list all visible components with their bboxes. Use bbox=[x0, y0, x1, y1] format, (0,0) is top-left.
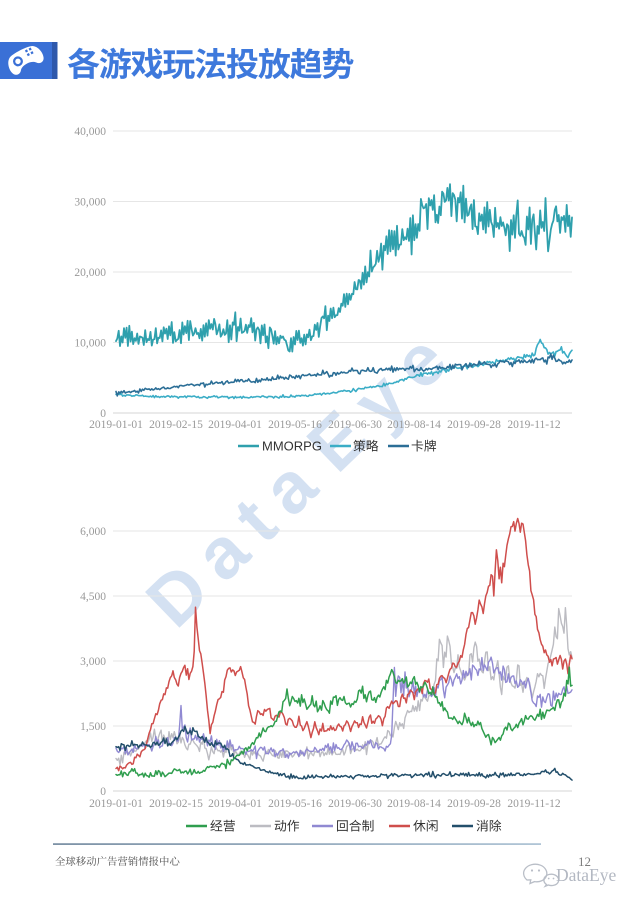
svg-text:2019-06-30: 2019-06-30 bbox=[328, 419, 382, 431]
svg-text:2019-05-16: 2019-05-16 bbox=[268, 419, 322, 431]
svg-text:40,000: 40,000 bbox=[74, 126, 106, 138]
svg-text:2019-08-14: 2019-08-14 bbox=[387, 419, 441, 431]
svg-text:2019-09-28: 2019-09-28 bbox=[447, 798, 501, 810]
svg-text:2019-02-15: 2019-02-15 bbox=[149, 798, 203, 810]
svg-text:2019-01-01: 2019-01-01 bbox=[89, 798, 143, 810]
svg-text:2019-09-28: 2019-09-28 bbox=[447, 419, 501, 431]
svg-text:3,000: 3,000 bbox=[80, 656, 106, 668]
svg-text:2019-06-30: 2019-06-30 bbox=[328, 798, 382, 810]
svg-text:DataEye: DataEye bbox=[556, 865, 616, 885]
svg-text:4,500: 4,500 bbox=[80, 591, 106, 603]
svg-text:2019-08-14: 2019-08-14 bbox=[387, 798, 441, 810]
svg-text:6,000: 6,000 bbox=[80, 526, 106, 538]
svg-text:30,000: 30,000 bbox=[74, 197, 106, 209]
svg-text:0: 0 bbox=[100, 786, 106, 798]
svg-text:2019-11-12: 2019-11-12 bbox=[507, 798, 560, 810]
svg-text:10,000: 10,000 bbox=[74, 338, 106, 350]
svg-text:1,500: 1,500 bbox=[80, 721, 106, 733]
svg-text:2019-11-12: 2019-11-12 bbox=[507, 419, 560, 431]
svg-text:12: 12 bbox=[578, 854, 591, 869]
svg-text:MMORPG: MMORPG bbox=[262, 439, 322, 454]
svg-text:20,000: 20,000 bbox=[74, 267, 106, 279]
svg-text:0: 0 bbox=[100, 408, 106, 420]
svg-text:2019-04-01: 2019-04-01 bbox=[208, 419, 262, 431]
svg-text:2019-04-01: 2019-04-01 bbox=[208, 798, 262, 810]
svg-text:2019-05-16: 2019-05-16 bbox=[268, 798, 322, 810]
svg-text:2019-01-01: 2019-01-01 bbox=[89, 419, 143, 431]
svg-text:2019-02-15: 2019-02-15 bbox=[149, 419, 203, 431]
